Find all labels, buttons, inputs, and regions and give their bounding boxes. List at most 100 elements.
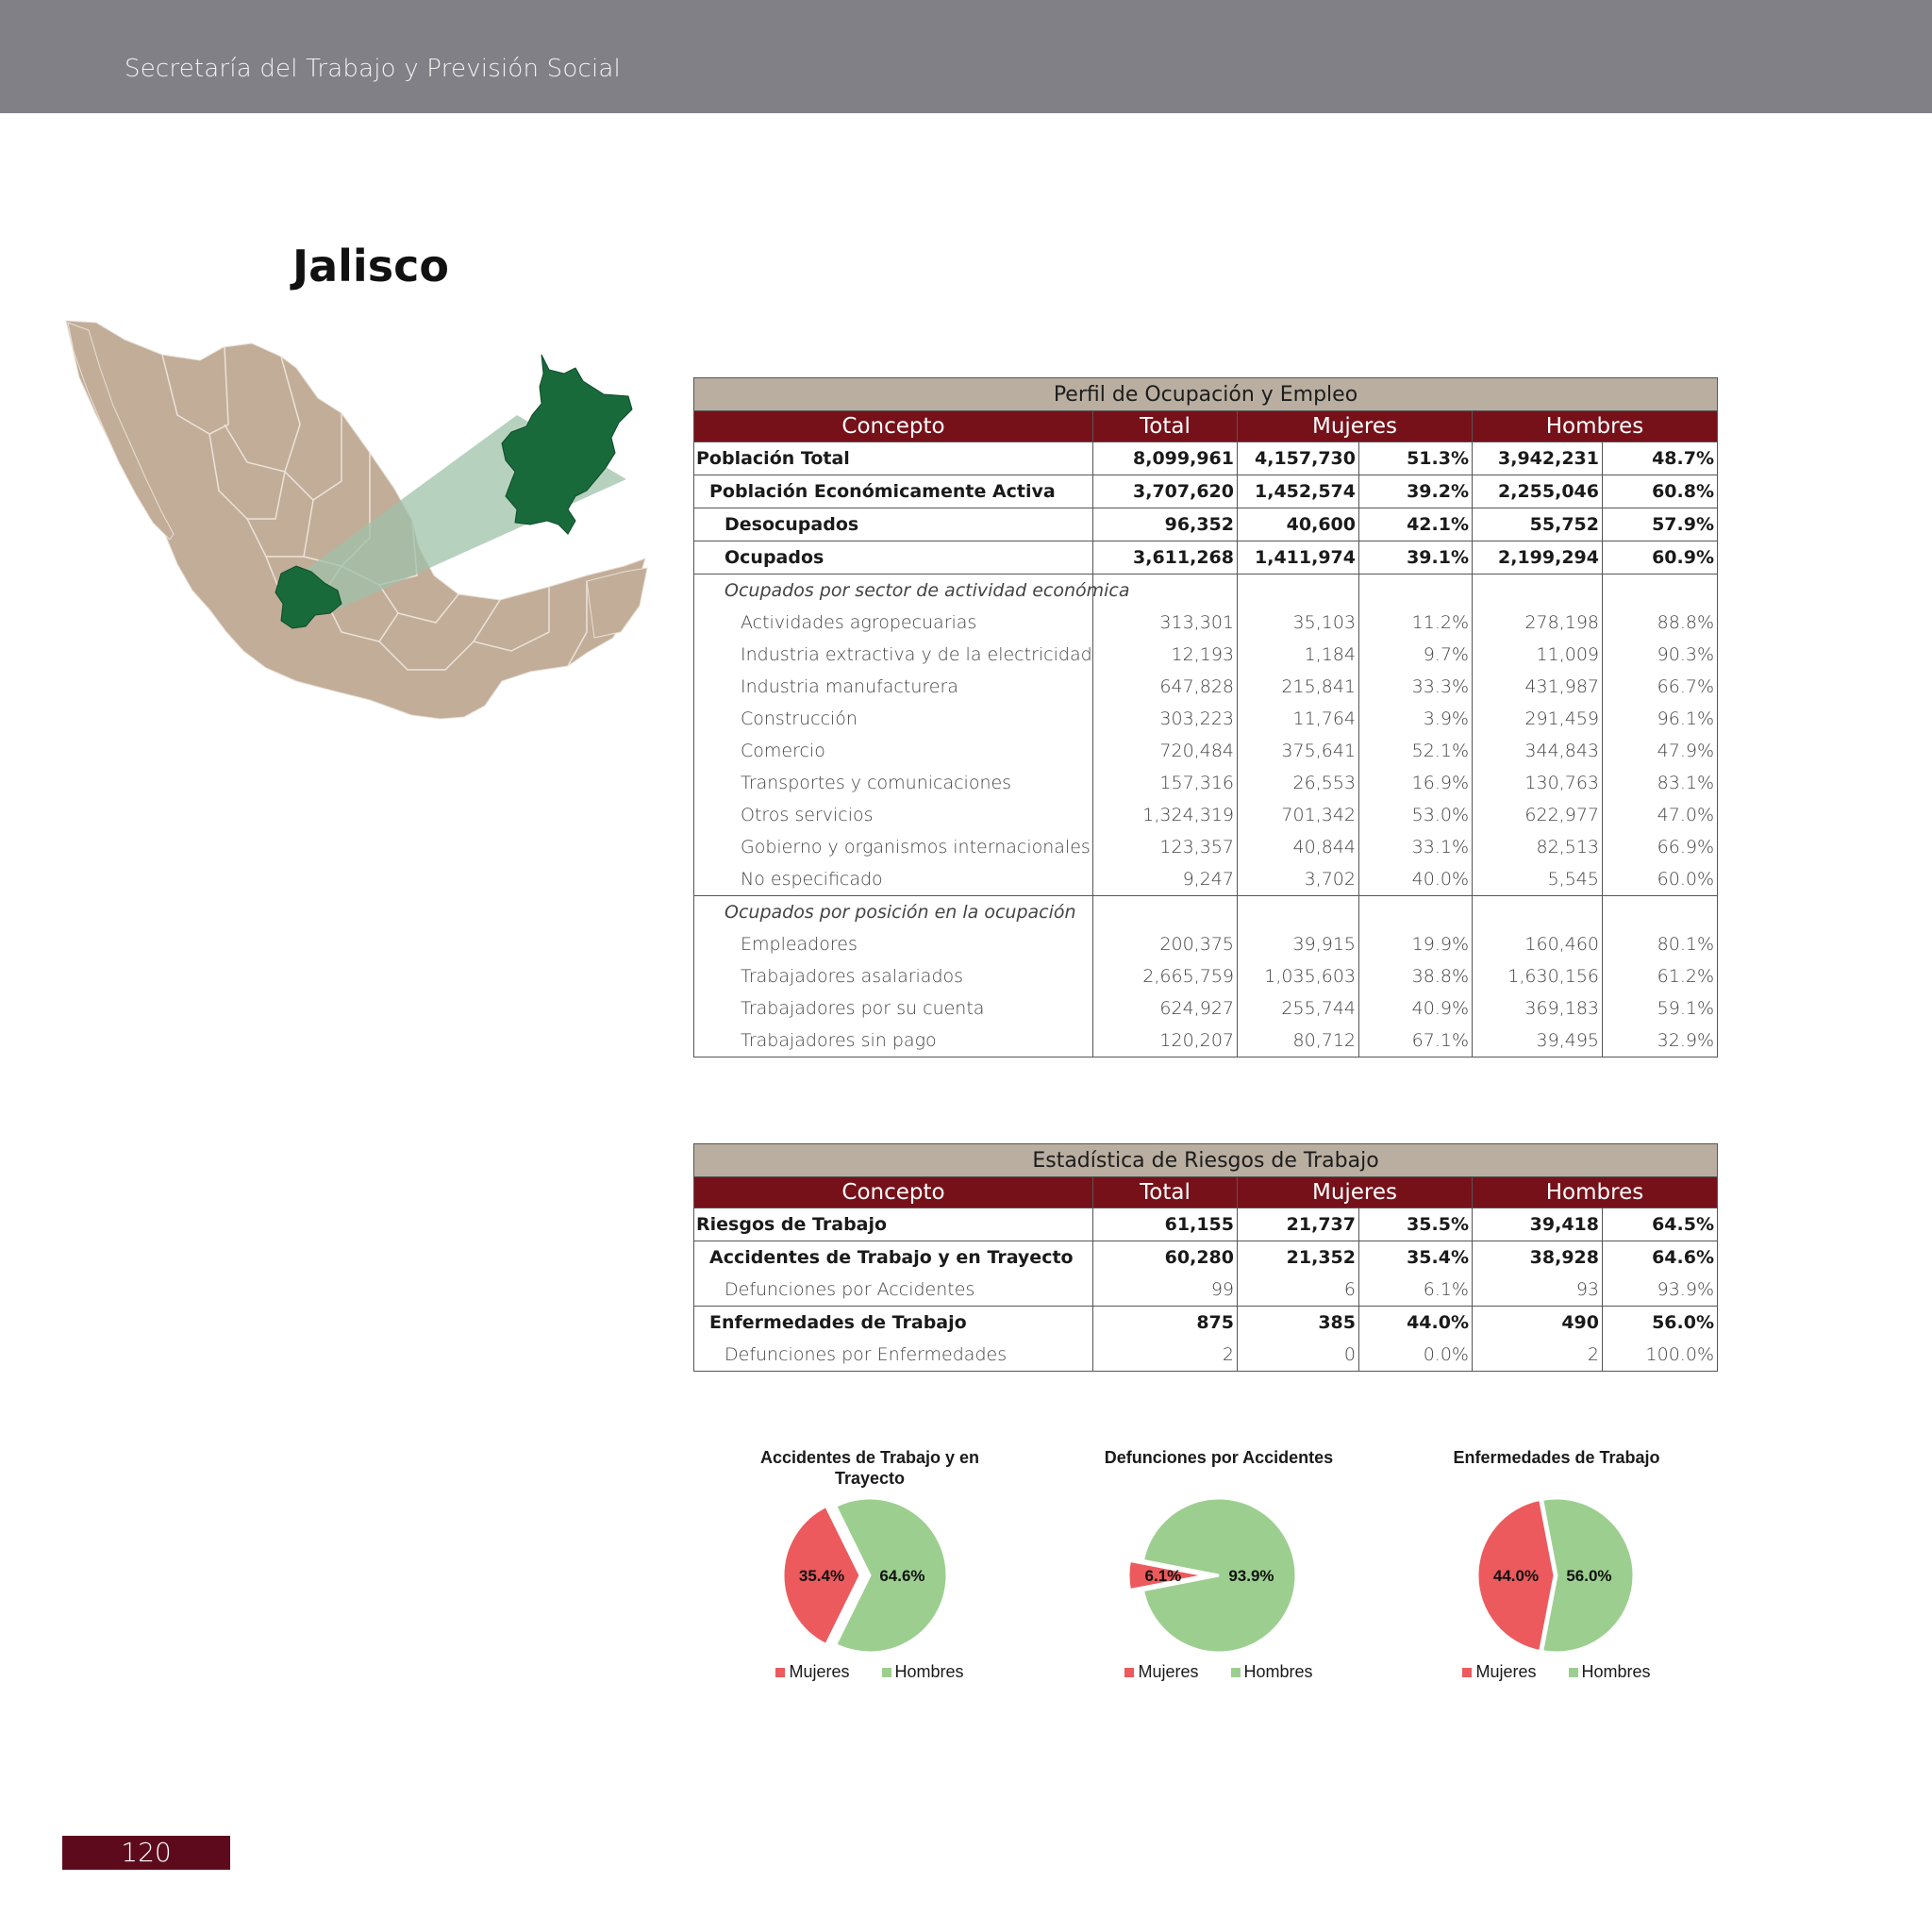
cell-muj	[1237, 895, 1359, 928]
cell-homp: 100.0%	[1602, 1339, 1718, 1372]
cell-mujp: 33.1%	[1358, 831, 1473, 863]
legend-item-mujeres: Mujeres	[1124, 1662, 1199, 1682]
cell-total: 12,193	[1092, 639, 1238, 671]
cell-mujp: 11.2%	[1358, 607, 1473, 639]
cell-hom: 369,183	[1472, 992, 1603, 1024]
cell-homp: 48.7%	[1602, 441, 1718, 475]
pie-slice-hombres	[1141, 1496, 1298, 1655]
pie-data-label: 64.6%	[879, 1567, 924, 1585]
cell-muj: 1,035,603	[1237, 960, 1359, 992]
legend-swatch	[1230, 1668, 1241, 1677]
cell-total: 313,301	[1092, 607, 1238, 639]
cell-homp: 60.0%	[1602, 863, 1718, 896]
table-row: Accidentes de Trabajo y en Trayecto 60,28…	[693, 1241, 1718, 1274]
table-row: Construcción 303,223 11,764 3.9% 291,459 96.1…	[693, 703, 1718, 735]
cell-muj: 215,841	[1237, 671, 1359, 703]
cell-mujp: 33.3%	[1358, 671, 1473, 703]
row-label: Ocupados por sector de actividad económi…	[693, 574, 1130, 607]
legend-label: Mujeres	[1475, 1662, 1537, 1681]
cell-muj: 11,764	[1237, 703, 1359, 735]
cell-hom: 93	[1472, 1274, 1603, 1307]
table-row: Ocupados por posición en la ocupación	[693, 895, 1718, 928]
cell-homp: 66.9%	[1602, 831, 1718, 863]
row-label: Población Total	[693, 441, 1093, 475]
cell-muj: 0	[1237, 1339, 1359, 1372]
cell-mujp: 35.5%	[1358, 1208, 1473, 1241]
pie-slice-hombres	[833, 1496, 949, 1655]
cell-total: 647,828	[1092, 671, 1238, 703]
table-row: Desocupados 96,352 40,600 42.1% 55,752 57.9%	[693, 508, 1718, 541]
pie-data-label: 35.4%	[799, 1567, 844, 1585]
cell-total: 624,927	[1092, 992, 1238, 1024]
cell-total: 96,352	[1092, 508, 1238, 541]
cell-total: 60,280	[1092, 1241, 1238, 1274]
col-mujeres: Mujeres	[1237, 1176, 1473, 1208]
cell-homp: 47.0%	[1602, 799, 1718, 831]
cell-total: 3,611,268	[1092, 541, 1238, 575]
col-hombres: Hombres	[1472, 410, 1718, 442]
cell-hom: 622,977	[1472, 799, 1603, 831]
cell-hom: 278,198	[1472, 607, 1603, 639]
row-label: Trabajadores asalariados	[693, 960, 1093, 992]
cell-muj	[1237, 574, 1359, 607]
legend-item-hombres: Hombres	[1568, 1662, 1651, 1682]
col-hombres: Hombres	[1472, 1176, 1718, 1208]
row-label: Defunciones por Enfermedades	[693, 1339, 1093, 1372]
cell-total: 120,207	[1092, 1024, 1238, 1058]
cell-homp: 32.9%	[1602, 1024, 1718, 1058]
cell-homp: 56.0%	[1602, 1306, 1718, 1339]
cell-homp	[1602, 895, 1718, 928]
table-row: Defunciones por Enfermedades 2 0 0.0% 2 100.0…	[693, 1339, 1718, 1372]
table-row: Ocupados por sector de actividad económi…	[693, 574, 1718, 607]
cell-muj: 6	[1237, 1274, 1359, 1307]
col-total: Total	[1092, 410, 1238, 442]
row-label: Desocupados	[693, 508, 1093, 541]
cell-mujp: 51.3%	[1358, 441, 1473, 475]
table-row: Empleadores 200,375 39,915 19.9% 160,460 80.1…	[693, 928, 1718, 960]
perfil-body: Población Total 8,099,961 4,157,730 51.3% 3,…	[693, 441, 1718, 1058]
cell-mujp: 39.1%	[1358, 541, 1473, 575]
pie-svg: 44.0% 56.0%	[1475, 1496, 1636, 1655]
cell-mujp: 6.1%	[1358, 1274, 1473, 1307]
pie-slice-mujeres	[1475, 1497, 1557, 1654]
pie-data-label: 44.0%	[1493, 1567, 1539, 1585]
cell-homp	[1602, 574, 1718, 607]
yucatan-peninsula	[586, 567, 648, 639]
cell-muj: 21,352	[1237, 1241, 1359, 1274]
cell-mujp: 52.1%	[1358, 735, 1473, 767]
cell-mujp	[1358, 895, 1473, 928]
row-label: Defunciones por Accidentes	[693, 1274, 1093, 1307]
cell-hom: 39,495	[1472, 1024, 1603, 1058]
riesgos-title: Estadística de Riesgos de Trabajo	[693, 1143, 1718, 1177]
legend-item-hombres: Hombres	[881, 1662, 964, 1682]
cell-hom: 1,630,156	[1472, 960, 1603, 992]
legend-label: Mujeres	[789, 1662, 850, 1681]
cell-muj: 1,184	[1237, 639, 1359, 671]
cell-muj: 4,157,730	[1237, 441, 1359, 475]
table-row: Trabajadores asalariados 2,665,759 1,035,6…	[693, 960, 1718, 992]
col-total: Total	[1092, 1176, 1238, 1208]
row-label: Industria extractiva y de la electricida…	[693, 639, 1093, 671]
cell-muj: 40,600	[1237, 508, 1359, 541]
row-label: Actividades agropecuarias	[693, 607, 1093, 639]
pie-legend: Mujeres Hombres	[1424, 1662, 1689, 1682]
cell-hom: 2	[1472, 1339, 1603, 1372]
row-label: Empleadores	[693, 928, 1093, 960]
cell-total: 123,357	[1092, 831, 1238, 863]
cell-muj: 80,712	[1237, 1024, 1359, 1058]
legend-swatch	[1568, 1668, 1578, 1677]
cell-homp: 96.1%	[1602, 703, 1718, 735]
row-label: No especificado	[693, 863, 1093, 896]
page-title: Jalisco	[292, 241, 449, 291]
legend-swatch	[881, 1668, 891, 1677]
legend-label: Mujeres	[1138, 1662, 1199, 1681]
legend-item-mujeres: Mujeres	[1462, 1662, 1537, 1682]
row-label: Ocupados por posición en la ocupación	[693, 895, 1093, 928]
cell-total: 2,665,759	[1092, 960, 1238, 992]
legend-label: Hombres	[1581, 1662, 1651, 1681]
cell-total: 157,316	[1092, 767, 1238, 799]
jalisco-large	[501, 354, 633, 535]
row-label: Ocupados	[693, 541, 1093, 575]
table-row: Ocupados 3,611,268 1,411,974 39.1% 2,199,294…	[693, 541, 1718, 575]
baja-california	[67, 322, 175, 541]
